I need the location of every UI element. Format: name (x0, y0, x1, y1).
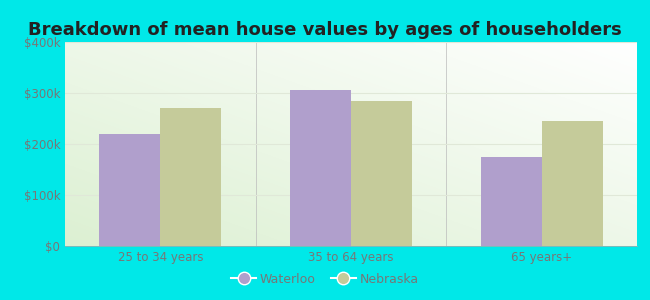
Bar (351, 100, 412, 246)
Bar (290, 90, 351, 246)
Bar (541, 121, 603, 246)
Text: Breakdown of mean house values by ages of householders: Breakdown of mean house values by ages o… (28, 21, 622, 39)
Bar (99, 134, 161, 246)
Bar (480, 157, 541, 246)
Bar (161, 108, 222, 246)
Legend: Waterloo, Nebraska: Waterloo, Nebraska (226, 268, 424, 291)
